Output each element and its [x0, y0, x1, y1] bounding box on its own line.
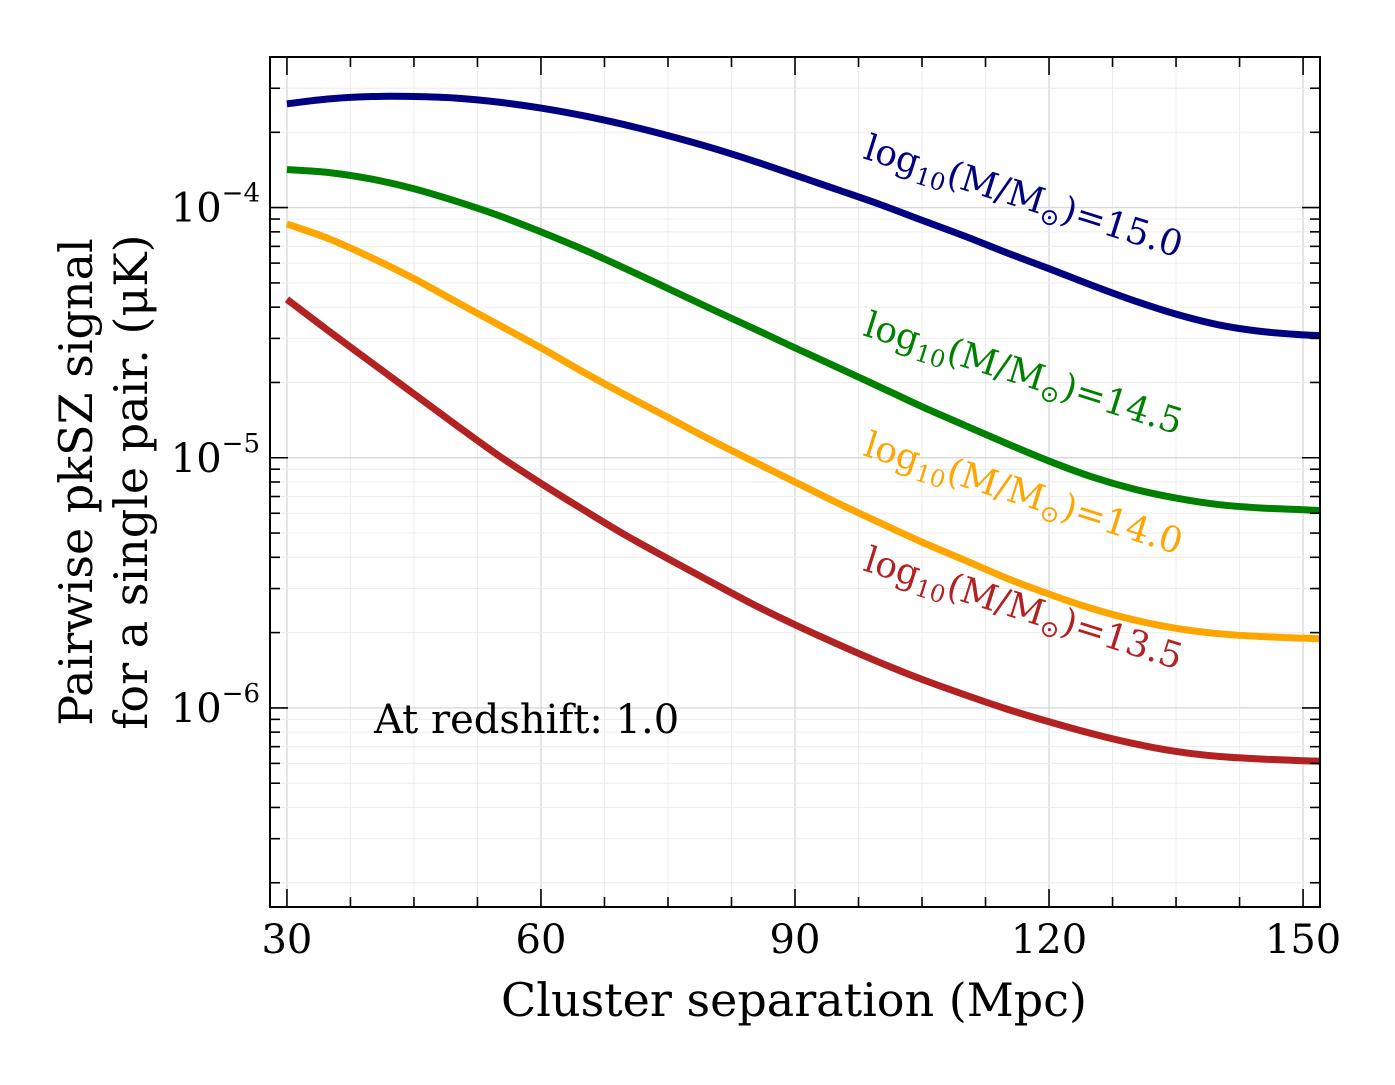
y-tick-label: 10−4 [171, 179, 260, 232]
x-tick-label: 90 [770, 917, 821, 963]
x-tick-label: 30 [261, 917, 312, 963]
x-tick-label: 150 [1265, 917, 1341, 963]
x-tick-label: 60 [516, 917, 567, 963]
series-label-3: log10(M/M⊙)=13.5 [858, 539, 1188, 682]
axis-ticks: 30 60 90 120 150 10−6 10−5 10−4 [171, 56, 1341, 963]
y-tick-label: 10−5 [171, 429, 260, 482]
y-axis-title-line2: for a single pair. (μK) [104, 234, 158, 729]
y-axis-title-line1: Pairwise pkSZ signal [49, 238, 103, 726]
series-lines [284, 92, 1321, 765]
x-axis-title: Cluster separation (Mpc) [501, 973, 1087, 1027]
series-line-2 [285, 220, 1321, 643]
series-line-1 [286, 166, 1321, 515]
series-line-3 [284, 296, 1321, 765]
x-tick-label: 120 [1011, 917, 1087, 963]
y-tick-label: 10−6 [171, 679, 260, 732]
series-label-1: log10(M/M⊙)=14.5 [858, 304, 1188, 447]
curve-labels: log10(M/M⊙)=15.0 log10(M/M⊙)=14.5 log10(M/… [858, 127, 1188, 682]
series-line-0 [286, 92, 1321, 340]
series-label-0: log10(M/M⊙)=15.0 [858, 127, 1188, 270]
redshift-annotation: At redshift: 1.0 [373, 697, 679, 743]
